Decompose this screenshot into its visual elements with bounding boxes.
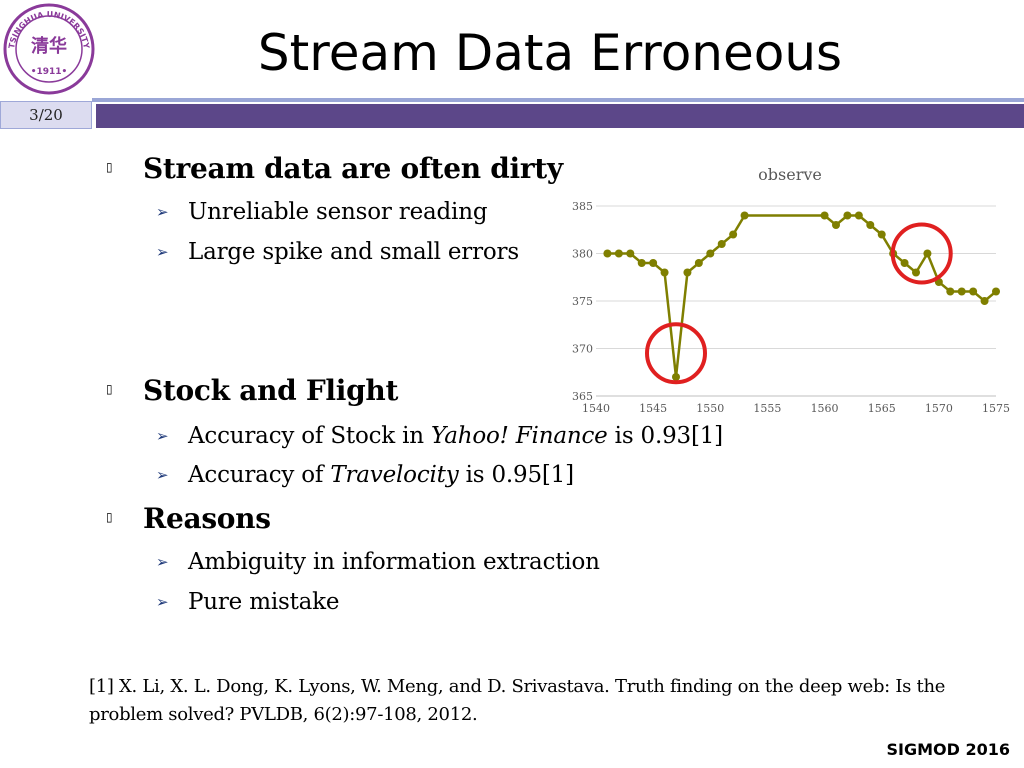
y-tick-label: 375 bbox=[572, 295, 593, 308]
y-tick-label: 380 bbox=[572, 248, 593, 261]
university-logo: TSINGHUA UNIVERSITY 清华 •1911• bbox=[3, 3, 95, 95]
data-point bbox=[740, 211, 749, 220]
page-number: 3/20 bbox=[0, 101, 92, 129]
x-tick-label: 1560 bbox=[811, 402, 839, 415]
y-tick-label: 370 bbox=[572, 343, 593, 356]
data-point bbox=[717, 240, 726, 248]
y-tick-label: 365 bbox=[572, 390, 593, 403]
arrow-bullet-icon: ➢ bbox=[156, 593, 169, 611]
data-point bbox=[832, 221, 840, 229]
header-divider bbox=[92, 98, 1024, 102]
x-tick-label: 1555 bbox=[753, 402, 781, 415]
bullet-heading: Reasons bbox=[143, 502, 271, 535]
bullet-heading: Stream data are often dirty bbox=[143, 152, 563, 185]
x-tick-label: 1575 bbox=[982, 402, 1010, 415]
data-point bbox=[843, 211, 852, 220]
data-point bbox=[626, 249, 635, 258]
data-point bbox=[866, 221, 875, 229]
header-bar bbox=[96, 104, 1024, 128]
data-point bbox=[992, 287, 1000, 296]
series-line bbox=[607, 214, 997, 378]
arrow-bullet-icon: ➢ bbox=[156, 243, 169, 261]
data-point bbox=[614, 249, 623, 258]
sub-bullet: Unreliable sensor reading bbox=[188, 199, 488, 225]
y-tick-label: 385 bbox=[572, 200, 593, 213]
x-tick-label: 1550 bbox=[696, 402, 724, 415]
data-point bbox=[672, 373, 680, 381]
sub-bullet: Ambiguity in information extraction bbox=[188, 549, 600, 575]
data-point bbox=[660, 268, 669, 277]
x-tick-label: 1545 bbox=[639, 402, 667, 415]
sub-bullet: Large spike and small errors bbox=[188, 239, 519, 265]
conference-label: SIGMOD 2016 bbox=[886, 740, 1010, 759]
svg-text:清华: 清华 bbox=[31, 35, 67, 57]
highlight-circle bbox=[890, 222, 953, 285]
highlight-circle bbox=[645, 322, 707, 385]
bullet-heading: Stock and Flight bbox=[143, 374, 399, 407]
slide-title: Stream Data Erroneous bbox=[257, 24, 843, 82]
data-point bbox=[683, 268, 692, 277]
arrow-bullet-icon: ➢ bbox=[156, 203, 169, 221]
x-tick-label: 1540 bbox=[582, 402, 610, 415]
data-point bbox=[946, 287, 955, 296]
data-point bbox=[637, 259, 646, 267]
x-tick-label: 1565 bbox=[868, 402, 896, 415]
data-point bbox=[729, 230, 738, 239]
data-point bbox=[969, 287, 978, 296]
data-point bbox=[900, 259, 909, 267]
bullet-icon: ▯ bbox=[106, 510, 113, 524]
data-point bbox=[854, 211, 863, 220]
data-point bbox=[603, 249, 612, 258]
data-point bbox=[980, 297, 989, 305]
arrow-bullet-icon: ➢ bbox=[156, 553, 169, 571]
data-point bbox=[694, 259, 703, 267]
data-point bbox=[649, 259, 658, 267]
observe-line-chart: observe 365 370 375 380 385 1540 1545 1550 1555 15… bbox=[572, 165, 1010, 415]
arrow-bullet-icon: ➢ bbox=[156, 466, 169, 484]
data-point bbox=[912, 268, 920, 277]
arrow-bullet-icon: ➢ bbox=[156, 427, 169, 445]
sub-bullet: Accuracy of Travelocity is 0.95[1] bbox=[188, 462, 574, 488]
bullet-icon: ▯ bbox=[106, 382, 113, 396]
data-point bbox=[957, 287, 966, 296]
sub-bullet: Accuracy of Stock in Yahoo! Finance is 0… bbox=[188, 423, 723, 449]
data-point bbox=[923, 249, 932, 258]
chart-title: observe bbox=[758, 165, 822, 184]
reference-citation: [1] X. Li, X. L. Dong, K. Lyons, W. Meng… bbox=[89, 676, 946, 725]
svg-text:•1911•: •1911• bbox=[31, 67, 68, 77]
data-point bbox=[706, 249, 715, 258]
x-tick-label: 1570 bbox=[925, 402, 953, 415]
data-point bbox=[820, 211, 829, 220]
bullet-icon: ▯ bbox=[106, 160, 113, 174]
data-point bbox=[877, 230, 886, 239]
sub-bullet: Pure mistake bbox=[188, 589, 340, 615]
